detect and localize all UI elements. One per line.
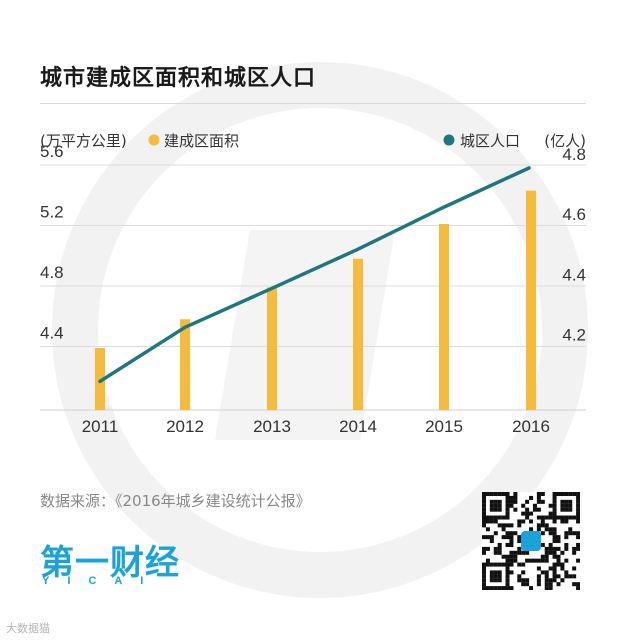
qr-code[interactable] xyxy=(482,492,580,590)
x-tick-label: 2011 xyxy=(82,417,119,436)
left-axis-unit: (万平方公里) xyxy=(40,132,127,150)
corner-watermark: 大数据猫 xyxy=(6,622,50,635)
x-tick-label: 2015 xyxy=(425,417,463,436)
x-tick-label: 2013 xyxy=(253,417,291,436)
legend-marker-area xyxy=(148,134,160,146)
chart-title: 城市建成区面积和城区人口 xyxy=(40,66,317,91)
population-line xyxy=(98,166,531,384)
legend-marker-population xyxy=(443,134,455,146)
left-tick-label: 5.6 xyxy=(40,142,64,161)
logo-sub-text: YICAI xyxy=(42,575,162,587)
right-tick-label: 4.6 xyxy=(562,205,586,224)
right-axis-unit: (亿人) xyxy=(544,132,586,150)
right-tick-label: 4.2 xyxy=(562,325,586,344)
gridlines xyxy=(40,164,586,411)
x-tick-label: 2012 xyxy=(166,417,204,436)
left-tick-label: 4.4 xyxy=(40,323,64,342)
qr-center-logo xyxy=(521,531,541,551)
bar-2011 xyxy=(95,347,105,410)
right-tick-label: 4.8 xyxy=(562,145,586,164)
line-series xyxy=(98,166,531,384)
title-divider xyxy=(40,103,586,104)
legend-label-area: 建成区面积 xyxy=(164,132,239,150)
right-tick-label: 4.4 xyxy=(562,265,586,284)
right-axis: 4.2 4.4 4.6 4.8 xyxy=(562,145,586,344)
source-note: 数据来源：《2016年城乡建设统计公报》 xyxy=(40,492,311,510)
bar-2012 xyxy=(180,319,190,410)
left-tick-label: 5.2 xyxy=(40,202,64,221)
logo-main-text: 第一财经 xyxy=(40,543,180,583)
bar-series xyxy=(95,190,536,410)
x-tick-label: 2014 xyxy=(339,417,377,436)
legend-label-population: 城区人口 xyxy=(460,132,520,150)
left-tick-label: 4.8 xyxy=(40,263,64,282)
x-tick-label: 2016 xyxy=(512,417,550,436)
bar-2016 xyxy=(526,190,536,410)
x-axis: 2011 2012 2013 2014 2015 2016 xyxy=(82,417,550,436)
bar-2014 xyxy=(353,258,363,410)
bar-2015 xyxy=(439,223,449,410)
bar-2013 xyxy=(267,287,277,410)
yicai-logo: 第一财经 YICAI xyxy=(40,535,210,590)
left-axis: 4.4 4.8 5.2 5.6 xyxy=(40,142,64,342)
